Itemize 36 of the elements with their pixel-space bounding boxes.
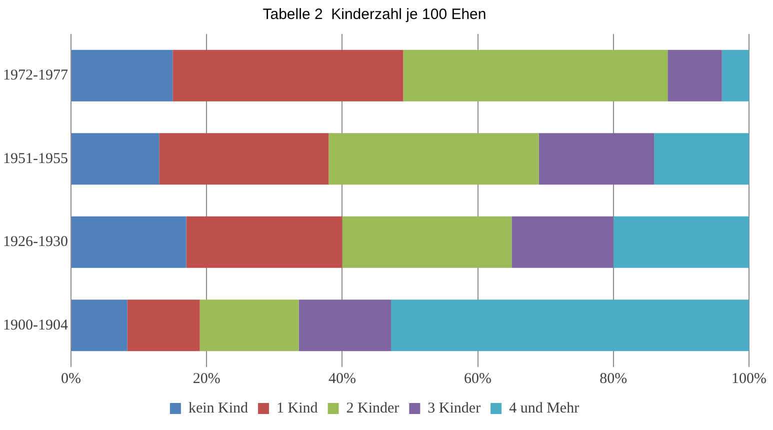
bar (328, 133, 539, 185)
x-tick-label: 100% (732, 370, 766, 387)
bar (722, 50, 749, 102)
bar (172, 50, 404, 102)
bar (71, 133, 160, 185)
bar (613, 216, 749, 268)
bar (71, 216, 186, 268)
y-tick-label: 1926-1930 (2, 234, 68, 250)
legend-label: 2 Kinder (346, 400, 400, 416)
legend-label: kein Kind (188, 400, 249, 416)
chart-title: Tabelle 2 Kinderzahl je 100 Ehen (262, 6, 486, 24)
bar (127, 300, 200, 352)
x-tick-label: 80% (600, 370, 628, 387)
bar (298, 300, 392, 352)
legend-label: 3 Kinder (428, 400, 481, 416)
bar (538, 133, 654, 185)
x-tick-label: 40% (328, 370, 356, 387)
x-tick-label: 20% (192, 370, 220, 387)
bar (342, 216, 512, 268)
bar (654, 133, 749, 185)
legend-label: 1 Kind (276, 400, 318, 416)
x-tick-label: 0% (60, 370, 81, 387)
bar (668, 50, 722, 102)
x-tick-label: 60% (464, 370, 492, 387)
bar (159, 133, 329, 185)
bar (186, 216, 342, 268)
bar (391, 300, 749, 352)
bar (71, 300, 128, 352)
bar (200, 300, 299, 352)
y-tick-label: 1900-1904 (2, 317, 68, 334)
bar (512, 216, 614, 268)
legend-label: 4 und Mehr (509, 400, 580, 416)
y-tick-label: 1951-1955 (2, 150, 68, 167)
bar (403, 50, 668, 102)
y-tick-label: 1972-1977 (2, 68, 68, 84)
bar (71, 50, 173, 102)
